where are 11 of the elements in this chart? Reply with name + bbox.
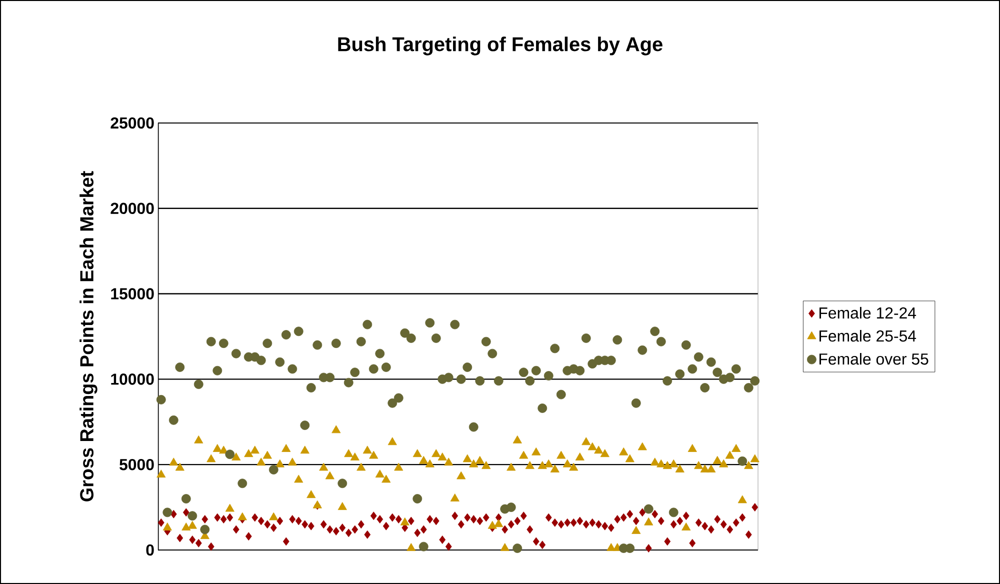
y-axis-title: Gross Ratings Points in Each Market (80, 171, 98, 502)
legend-label: Female 25-54 (820, 330, 916, 342)
chart-title: Bush Targeting of Females by Age (338, 36, 662, 56)
legend-label: Female 12-24 (820, 306, 916, 319)
legend-label: Female over 55 (820, 352, 928, 365)
y-tick-label: 20000 (110, 202, 154, 214)
y-tick-label: 5000 (120, 458, 154, 470)
y-tick-label: 10000 (111, 374, 154, 385)
y-tick-label: 0 (146, 544, 154, 556)
y-tick-label: 25000 (110, 117, 154, 129)
y-tick-label: 15000 (111, 288, 154, 300)
